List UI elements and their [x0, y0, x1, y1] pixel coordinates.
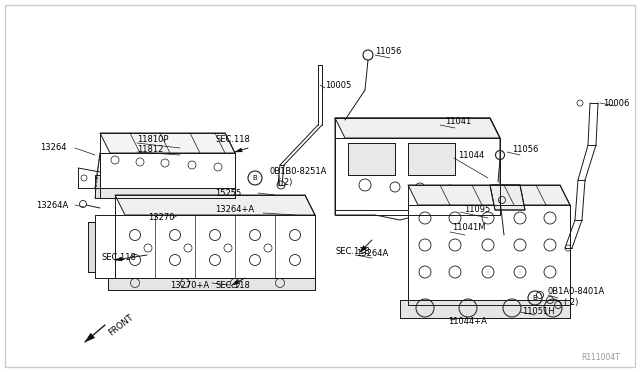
Text: 13264: 13264: [40, 144, 67, 153]
Polygon shape: [335, 138, 500, 210]
Polygon shape: [95, 188, 235, 198]
Text: 15255: 15255: [215, 189, 241, 198]
Text: 13270: 13270: [148, 214, 175, 222]
Polygon shape: [108, 278, 315, 290]
Text: 13270+A: 13270+A: [170, 280, 209, 289]
Text: 11812: 11812: [137, 145, 163, 154]
Polygon shape: [232, 280, 239, 285]
Text: 10006: 10006: [603, 99, 629, 108]
Text: 11056: 11056: [512, 145, 538, 154]
Text: 11056: 11056: [375, 48, 401, 57]
Text: 11041M: 11041M: [452, 224, 486, 232]
Text: B: B: [253, 175, 257, 181]
Polygon shape: [115, 215, 315, 278]
Polygon shape: [408, 185, 570, 205]
Text: SEC.118: SEC.118: [215, 280, 250, 289]
Text: 13264+A: 13264+A: [215, 205, 254, 215]
Text: 11810P: 11810P: [137, 135, 168, 144]
Text: 0B1B0-8251A: 0B1B0-8251A: [270, 167, 328, 176]
Text: 13264A: 13264A: [36, 201, 68, 209]
Text: 10005: 10005: [325, 80, 351, 90]
Text: B: B: [532, 295, 538, 301]
Polygon shape: [408, 205, 570, 300]
Text: SEC.118: SEC.118: [215, 135, 250, 144]
Text: FRONT: FRONT: [107, 312, 135, 337]
Text: 13264A: 13264A: [356, 248, 388, 257]
Text: 0B1A0-8401A: 0B1A0-8401A: [548, 288, 605, 296]
Polygon shape: [348, 143, 395, 175]
Polygon shape: [115, 195, 315, 215]
Polygon shape: [100, 153, 235, 188]
Text: SEC.118: SEC.118: [335, 247, 370, 257]
Polygon shape: [360, 246, 366, 252]
Polygon shape: [88, 222, 95, 272]
Polygon shape: [400, 300, 570, 318]
Text: 11051H: 11051H: [522, 308, 555, 317]
Polygon shape: [335, 118, 500, 138]
Text: 11095: 11095: [464, 205, 490, 215]
Text: ( 2): ( 2): [278, 179, 292, 187]
Polygon shape: [408, 143, 455, 175]
Text: 11041: 11041: [445, 118, 471, 126]
Text: 11044: 11044: [458, 151, 484, 160]
Polygon shape: [235, 148, 243, 152]
Polygon shape: [95, 175, 100, 198]
Text: R111004T: R111004T: [581, 353, 620, 362]
Text: SEC.118: SEC.118: [102, 253, 137, 263]
Polygon shape: [490, 185, 525, 210]
Text: 11044+A: 11044+A: [448, 317, 487, 327]
Polygon shape: [100, 133, 235, 153]
Text: ( 2): ( 2): [564, 298, 579, 308]
Polygon shape: [85, 333, 95, 342]
Polygon shape: [115, 257, 122, 261]
